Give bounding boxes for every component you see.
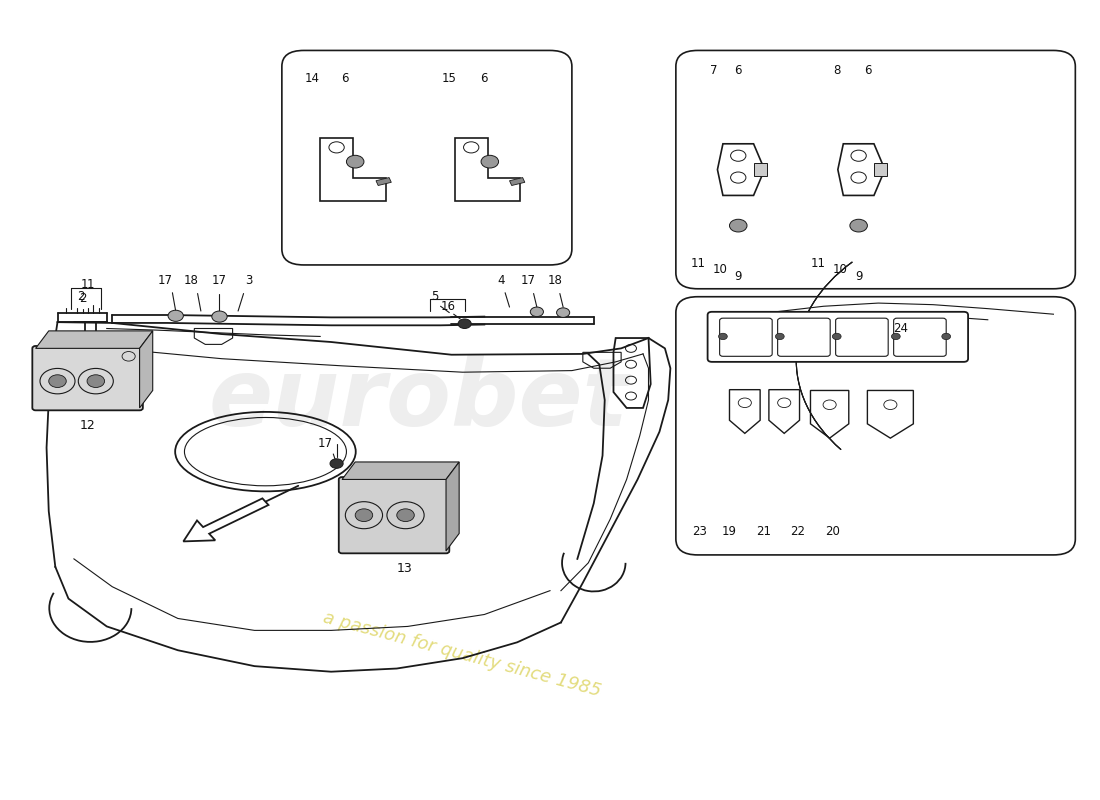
Circle shape bbox=[458, 319, 471, 329]
Circle shape bbox=[942, 334, 950, 340]
Polygon shape bbox=[509, 178, 525, 186]
Text: 1: 1 bbox=[87, 278, 95, 291]
Polygon shape bbox=[342, 462, 459, 479]
Circle shape bbox=[48, 374, 66, 387]
Text: 17: 17 bbox=[157, 274, 173, 287]
Text: 20: 20 bbox=[825, 525, 839, 538]
Text: 12: 12 bbox=[79, 419, 96, 432]
Text: a passion for quality since 1985: a passion for quality since 1985 bbox=[321, 608, 604, 700]
Text: 18: 18 bbox=[184, 274, 198, 287]
FancyBboxPatch shape bbox=[836, 318, 888, 356]
Text: 13: 13 bbox=[397, 562, 412, 575]
Circle shape bbox=[729, 219, 747, 232]
Text: 18: 18 bbox=[548, 274, 563, 287]
Text: 6: 6 bbox=[864, 64, 871, 77]
Text: 6: 6 bbox=[735, 64, 743, 77]
Text: 5: 5 bbox=[431, 290, 439, 303]
FancyBboxPatch shape bbox=[754, 163, 767, 176]
Text: 2: 2 bbox=[77, 290, 85, 303]
Text: 7: 7 bbox=[711, 64, 718, 77]
Text: 23: 23 bbox=[693, 525, 707, 538]
Text: 9: 9 bbox=[735, 270, 743, 282]
Circle shape bbox=[718, 334, 727, 340]
Text: 11: 11 bbox=[691, 257, 705, 270]
FancyBboxPatch shape bbox=[778, 318, 830, 356]
Text: 17: 17 bbox=[212, 274, 227, 287]
Text: 6: 6 bbox=[342, 72, 349, 85]
Circle shape bbox=[481, 155, 498, 168]
Text: 2: 2 bbox=[79, 292, 87, 305]
Text: 9: 9 bbox=[855, 270, 862, 282]
Circle shape bbox=[530, 307, 543, 317]
Circle shape bbox=[212, 311, 227, 322]
FancyBboxPatch shape bbox=[675, 297, 1076, 555]
Text: 16: 16 bbox=[441, 300, 455, 313]
Text: 15: 15 bbox=[442, 72, 456, 85]
Circle shape bbox=[850, 219, 868, 232]
Text: 8: 8 bbox=[833, 64, 840, 77]
Circle shape bbox=[346, 155, 364, 168]
Polygon shape bbox=[376, 178, 392, 186]
Circle shape bbox=[355, 509, 373, 522]
Text: 24: 24 bbox=[893, 322, 907, 335]
Text: 19: 19 bbox=[722, 525, 737, 538]
Text: eurobet: eurobet bbox=[209, 354, 628, 446]
Circle shape bbox=[776, 334, 784, 340]
Text: 17: 17 bbox=[318, 437, 333, 450]
Circle shape bbox=[397, 509, 415, 522]
Text: 10: 10 bbox=[712, 263, 727, 276]
Text: 3: 3 bbox=[245, 274, 253, 287]
FancyBboxPatch shape bbox=[874, 163, 887, 176]
Circle shape bbox=[891, 334, 900, 340]
FancyBboxPatch shape bbox=[893, 318, 946, 356]
Circle shape bbox=[87, 374, 104, 387]
Polygon shape bbox=[35, 331, 153, 348]
FancyBboxPatch shape bbox=[32, 346, 143, 410]
Text: 1: 1 bbox=[81, 278, 89, 291]
Text: 22: 22 bbox=[790, 525, 805, 538]
Circle shape bbox=[168, 310, 184, 322]
Circle shape bbox=[833, 334, 842, 340]
Text: 4: 4 bbox=[497, 274, 505, 287]
Text: 10: 10 bbox=[833, 263, 847, 276]
FancyBboxPatch shape bbox=[282, 50, 572, 265]
FancyBboxPatch shape bbox=[719, 318, 772, 356]
FancyBboxPatch shape bbox=[707, 312, 968, 362]
Text: 11: 11 bbox=[811, 257, 826, 270]
Text: 17: 17 bbox=[520, 274, 536, 287]
FancyArrow shape bbox=[184, 498, 268, 542]
Text: 6: 6 bbox=[481, 72, 488, 85]
Circle shape bbox=[330, 458, 343, 468]
Text: 14: 14 bbox=[305, 72, 320, 85]
Text: 21: 21 bbox=[756, 525, 771, 538]
Polygon shape bbox=[446, 462, 459, 551]
FancyBboxPatch shape bbox=[675, 50, 1076, 289]
Circle shape bbox=[557, 308, 570, 318]
FancyBboxPatch shape bbox=[339, 477, 449, 554]
Polygon shape bbox=[140, 331, 153, 408]
